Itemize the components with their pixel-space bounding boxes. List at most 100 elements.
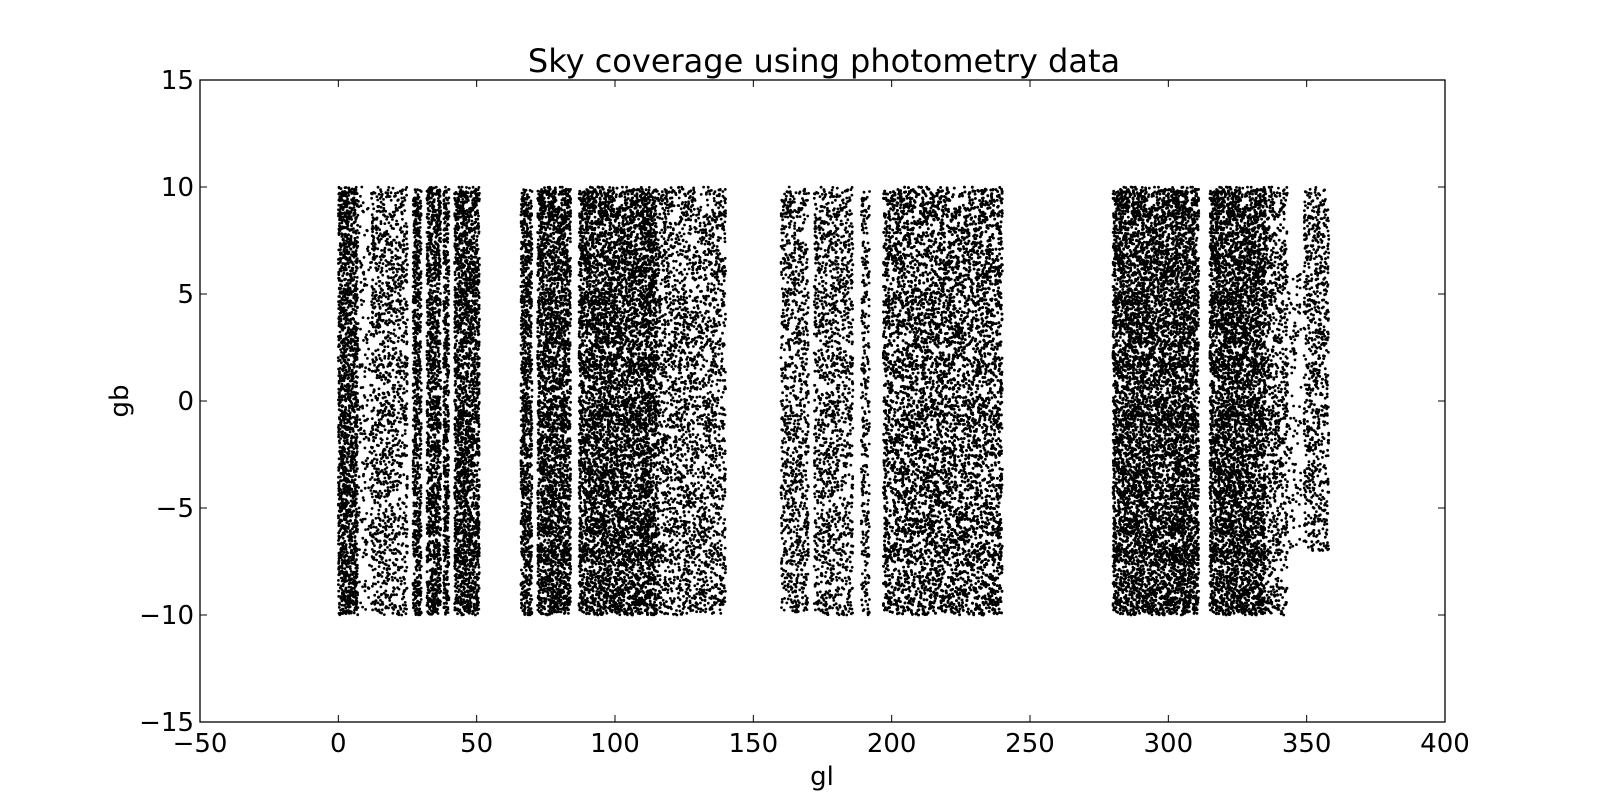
data-point <box>392 572 395 575</box>
data-point <box>356 306 359 309</box>
data-point <box>337 212 340 215</box>
data-point <box>438 224 441 227</box>
data-point <box>419 489 422 492</box>
data-point <box>353 464 356 467</box>
data-point <box>376 195 379 198</box>
data-point <box>360 266 363 269</box>
data-point <box>392 481 395 484</box>
data-point <box>433 372 436 375</box>
data-point <box>345 332 348 335</box>
data-point <box>376 376 379 379</box>
data-point <box>387 189 390 192</box>
data-point <box>387 311 390 314</box>
data-point <box>392 239 395 242</box>
data-point <box>389 544 392 547</box>
data-point <box>340 212 343 215</box>
data-point <box>418 362 421 365</box>
data-point <box>377 319 380 322</box>
data-point <box>355 558 358 561</box>
data-point <box>356 521 359 524</box>
data-point <box>380 300 383 303</box>
data-point <box>388 442 391 445</box>
data-point <box>387 402 390 405</box>
data-point <box>372 241 375 244</box>
data-point <box>383 393 386 396</box>
data-point <box>412 256 415 259</box>
data-point <box>397 504 400 507</box>
data-point <box>414 300 417 303</box>
data-point <box>413 444 416 447</box>
data-point <box>341 570 344 573</box>
data-point <box>364 585 367 588</box>
data-point <box>385 563 388 566</box>
data-point <box>398 498 401 501</box>
data-point <box>353 469 356 472</box>
data-point <box>378 324 381 327</box>
data-point <box>353 411 356 414</box>
data-point <box>374 478 377 481</box>
data-point <box>416 198 419 201</box>
data-point <box>363 370 366 373</box>
data-point <box>375 454 378 457</box>
data-point <box>376 247 379 250</box>
data-point <box>388 321 391 324</box>
data-point <box>346 227 349 230</box>
data-point <box>359 422 362 425</box>
data-point <box>400 361 403 364</box>
data-point <box>379 431 382 434</box>
data-point <box>365 512 368 515</box>
data-point <box>412 487 415 490</box>
data-point <box>397 362 400 365</box>
data-point <box>346 457 349 460</box>
data-point <box>371 234 374 237</box>
data-point <box>401 218 404 221</box>
data-point <box>361 432 364 435</box>
data-point <box>350 373 353 376</box>
data-point <box>345 469 348 472</box>
data-point <box>397 319 400 322</box>
data-point <box>414 395 417 398</box>
data-point <box>366 399 369 402</box>
data-point <box>392 322 395 325</box>
data-point <box>338 484 341 487</box>
data-point <box>353 583 356 586</box>
data-point <box>342 239 345 242</box>
data-point <box>347 395 350 398</box>
data-point <box>418 344 421 347</box>
data-point <box>343 414 346 417</box>
data-point <box>391 506 394 509</box>
data-point <box>439 450 442 453</box>
data-point <box>338 315 341 318</box>
data-point <box>351 522 354 525</box>
data-point <box>398 421 401 424</box>
data-point <box>342 502 345 505</box>
data-point <box>352 373 355 376</box>
data-point <box>351 536 354 539</box>
data-point <box>342 405 345 408</box>
data-point <box>387 515 390 518</box>
data-point <box>372 551 375 554</box>
data-point <box>355 269 358 272</box>
data-point <box>372 207 375 210</box>
data-point <box>416 329 419 332</box>
data-point <box>345 515 348 518</box>
data-point <box>402 248 405 251</box>
data-point <box>418 360 421 363</box>
data-point <box>381 556 384 559</box>
data-point <box>337 503 340 506</box>
data-point <box>340 514 343 517</box>
data-point <box>364 518 367 521</box>
data-point <box>401 316 404 319</box>
data-point <box>344 406 347 409</box>
data-point <box>419 340 422 343</box>
data-point <box>358 475 361 478</box>
data-point <box>385 596 388 599</box>
data-point <box>413 229 416 232</box>
data-point <box>380 586 383 589</box>
data-point <box>406 475 409 478</box>
data-point <box>419 569 422 572</box>
data-point <box>397 569 400 572</box>
data-point <box>426 595 429 598</box>
data-point <box>373 558 376 561</box>
data-point <box>372 569 375 572</box>
